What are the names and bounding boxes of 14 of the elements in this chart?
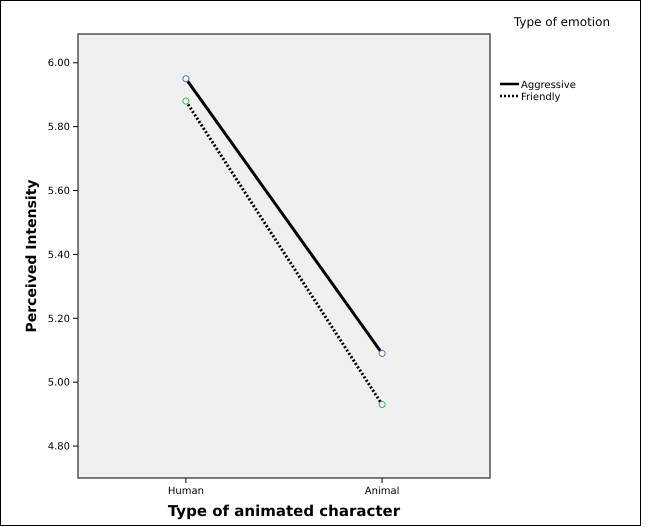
y-tick-label: 5.80 [48,122,70,134]
y-tick-label: 4.80 [48,442,70,453]
legend-label: Friendly [521,92,561,103]
x-tick-label: Animal [364,486,400,497]
y-tick-label: 6.00 [48,58,70,70]
y-axis-title: Perceived Intensity [24,179,40,333]
y-tick-label: 5.20 [48,314,70,325]
legend-label: Aggressive [521,80,576,91]
y-tick-label: 5.40 [48,250,70,261]
x-tick-label: Human [168,486,204,497]
x-axis-title: Type of animated character [168,502,401,520]
y-tick-label: 5.00 [48,378,70,389]
y-tick-label: 5.60 [48,186,70,198]
legend-title: Type of emotion [512,15,612,29]
